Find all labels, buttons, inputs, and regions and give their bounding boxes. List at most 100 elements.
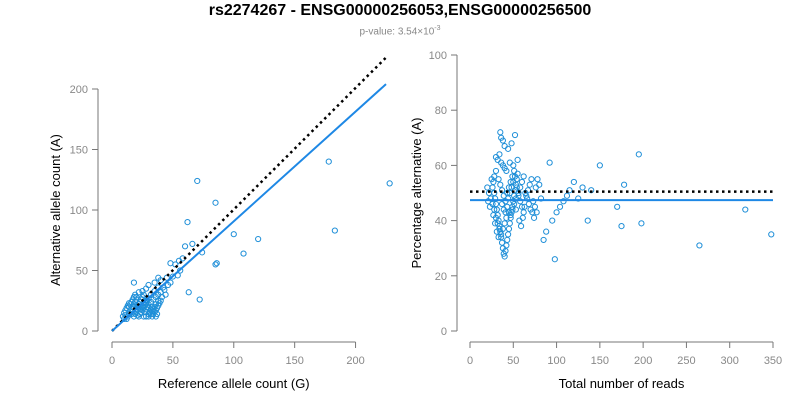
x-tick-label: 200 — [346, 355, 364, 367]
data-point — [491, 173, 498, 180]
y-tick-label: 100 — [70, 205, 88, 217]
data-point — [499, 225, 506, 232]
data-point — [508, 140, 515, 147]
data-point — [517, 223, 525, 230]
data-point — [579, 184, 586, 191]
data-point — [499, 137, 506, 144]
data-point — [157, 297, 164, 304]
data-point — [153, 310, 161, 318]
data-point — [140, 291, 147, 298]
y-tick-label: 0 — [82, 326, 88, 338]
data-point — [510, 162, 517, 169]
data-point — [531, 203, 539, 210]
data-point — [530, 198, 537, 205]
data-point — [498, 200, 506, 208]
x-tick-label: 100 — [547, 355, 565, 367]
data-point — [493, 228, 500, 235]
x-axis-label: Total number of reads — [559, 376, 685, 391]
data-point — [177, 267, 184, 274]
data-point — [533, 209, 540, 216]
data-point — [196, 296, 203, 303]
data-point — [492, 167, 500, 175]
data-point — [521, 203, 528, 210]
data-point — [213, 260, 220, 267]
y-tick-label: 50 — [76, 266, 88, 278]
data-point — [620, 181, 628, 188]
data-point — [507, 178, 514, 186]
data-point — [532, 184, 539, 191]
data-point — [566, 187, 573, 194]
data-point — [492, 220, 499, 227]
data-point — [485, 198, 492, 205]
data-point — [194, 177, 201, 185]
data-point — [497, 181, 504, 188]
data-point — [167, 260, 174, 267]
x-tick-label: 0 — [109, 355, 115, 367]
data-point — [563, 192, 571, 199]
data-point — [549, 217, 556, 224]
x-tick-label: 350 — [764, 355, 782, 367]
y-tick-label: 60 — [435, 160, 447, 172]
x-tick-label: 150 — [591, 355, 609, 367]
p-value-exponent: -3 — [434, 25, 441, 32]
data-point — [511, 167, 518, 175]
data-point — [584, 217, 591, 224]
data-point — [520, 209, 527, 216]
x-tick-label: 250 — [677, 355, 695, 367]
data-point — [528, 176, 535, 183]
data-point — [556, 203, 564, 210]
data-point — [505, 184, 513, 191]
p-value-text: p-value: 3.54×10 — [359, 26, 435, 38]
data-point — [509, 173, 516, 180]
data-point — [509, 206, 516, 213]
data-point — [212, 199, 219, 206]
percentage-alternative-chart: 0 20 40 60 80 100 0 50 100 150 200 250 300 350 Total n… — [409, 50, 782, 391]
data-point — [145, 304, 152, 312]
data-point — [551, 256, 558, 263]
data-point — [181, 243, 189, 250]
data-point — [184, 219, 191, 226]
data-point — [504, 203, 511, 210]
data-point — [489, 184, 496, 191]
reference-line — [111, 56, 387, 332]
y-axis-label: Percentage alternative (A) — [409, 117, 424, 268]
data-point — [240, 250, 247, 257]
x-tick-label: 50 — [507, 355, 519, 367]
x-tick-label: 300 — [721, 355, 739, 367]
data-point — [529, 209, 536, 216]
data-point — [490, 211, 497, 219]
y-tick-label: 100 — [429, 50, 447, 62]
data-point — [524, 187, 532, 194]
allele-count-chart: 0 50 100 150 200 0 50 100 150 200 Reference allele… — [48, 56, 393, 391]
x-tick-label: 200 — [634, 355, 652, 367]
data-point — [212, 261, 219, 268]
x-tick-label: 150 — [285, 355, 303, 367]
data-point — [167, 279, 174, 286]
data-point — [486, 203, 494, 210]
data-point — [497, 129, 504, 136]
y-tick-label: 0 — [441, 326, 447, 338]
data-point — [325, 158, 332, 165]
data-point — [506, 220, 513, 227]
data-point — [696, 242, 703, 249]
y-tick-label: 150 — [70, 145, 88, 157]
y-axis-label: Alternative allele count (A) — [48, 134, 63, 286]
data-point — [511, 131, 519, 139]
data-point — [185, 289, 192, 296]
x-axis-label: Reference allele count (G) — [158, 376, 310, 391]
data-point — [546, 159, 553, 166]
data-point — [515, 192, 522, 199]
data-point — [505, 225, 513, 232]
data-point — [495, 176, 502, 183]
data-point — [501, 220, 508, 227]
data-point — [614, 203, 621, 210]
data-point — [553, 209, 560, 216]
data-point — [525, 200, 532, 208]
data-point — [742, 206, 749, 213]
y-tick-label: 20 — [435, 271, 447, 283]
data-point — [496, 151, 503, 158]
data-point — [503, 242, 510, 249]
page-title: rs2274267 - ENSG00000256053,ENSG00000256… — [208, 2, 592, 19]
data-point — [523, 192, 530, 199]
data-point — [534, 176, 541, 183]
